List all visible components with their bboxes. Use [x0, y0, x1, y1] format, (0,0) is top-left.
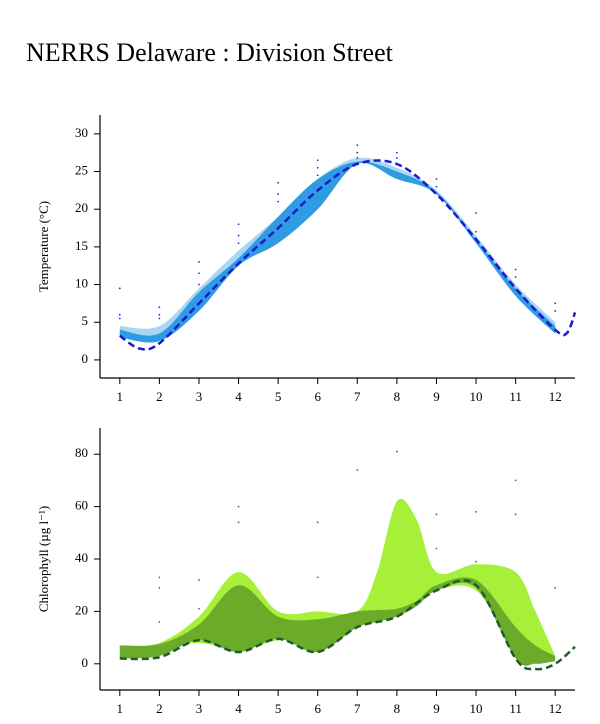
observation-point	[198, 261, 200, 263]
observation-point	[237, 521, 240, 524]
x-tick-label: 10	[470, 701, 483, 716]
band	[119, 577, 556, 666]
observation-point	[435, 547, 438, 550]
observation-point	[158, 620, 161, 623]
observation-point	[554, 310, 557, 312]
observation-point	[514, 268, 517, 271]
x-tick-label: 9	[433, 389, 440, 404]
observation-point	[395, 151, 398, 154]
x-tick-label: 9	[433, 701, 440, 716]
observation-point	[356, 144, 359, 147]
observation-point	[356, 151, 359, 154]
y-tick-label: 20	[75, 602, 88, 617]
x-tick-label: 12	[549, 701, 562, 716]
observation-point	[237, 234, 240, 237]
x-tick-label: 2	[156, 701, 163, 716]
x-tick-label: 1	[117, 389, 124, 404]
observation-point	[554, 302, 557, 305]
x-tick-label: 3	[196, 701, 203, 716]
observation-point	[316, 159, 319, 162]
observation-point	[356, 157, 359, 159]
y-tick-label: 0	[82, 351, 89, 366]
x-tick-label: 5	[275, 389, 282, 404]
observation-point	[316, 174, 319, 177]
observation-point	[475, 560, 477, 563]
y-axis-label: Chlorophyll (µg l⁻¹)	[36, 506, 51, 612]
x-tick-label: 3	[196, 389, 203, 404]
band	[119, 161, 556, 343]
observation-point	[356, 469, 359, 471]
x-tick-label: 11	[509, 389, 522, 404]
y-axis-label: Temperature (°C)	[36, 201, 51, 292]
observation-point	[277, 181, 280, 184]
page-title: NERRS Delaware : Division Street	[26, 38, 394, 67]
y-tick-label: 0	[82, 655, 89, 670]
x-tick-label: 4	[235, 389, 242, 404]
observation-point	[198, 579, 200, 581]
observation-point	[395, 163, 398, 165]
x-tick-label: 10	[470, 389, 483, 404]
x-tick-label: 12	[549, 389, 562, 404]
observation-point	[435, 513, 438, 516]
observation-point	[514, 276, 517, 278]
y-tick-label: 40	[75, 550, 88, 565]
x-tick-label: 8	[394, 701, 401, 716]
dashed-line	[119, 579, 576, 671]
x-tick-label: 8	[394, 389, 401, 404]
observation-point	[198, 607, 200, 610]
x-tick-label: 6	[314, 389, 321, 404]
observation-point	[475, 230, 477, 233]
observation-point	[277, 193, 280, 196]
x-tick-label: 7	[354, 389, 361, 404]
y-tick-label: 25	[75, 163, 88, 178]
observation-point	[435, 185, 438, 188]
observation-point	[554, 586, 557, 589]
observation-point	[316, 521, 319, 524]
observation-point	[158, 306, 161, 309]
x-tick-label: 5	[275, 701, 282, 716]
observation-point	[514, 513, 517, 516]
observation-point	[237, 242, 240, 245]
observation-point	[395, 157, 398, 159]
observation-point	[118, 287, 121, 290]
observation-point	[198, 283, 200, 286]
observation-point	[395, 450, 398, 453]
y-tick-label: 15	[75, 238, 88, 253]
observation-point	[277, 200, 280, 203]
observation-point	[158, 313, 161, 316]
observation-point	[198, 272, 200, 275]
observation-point	[475, 212, 477, 214]
observation-point	[118, 313, 121, 316]
observation-point	[118, 317, 121, 320]
x-tick-label: 11	[509, 701, 522, 716]
y-tick-label: 10	[75, 276, 88, 291]
observation-point	[158, 586, 161, 589]
x-tick-label: 2	[156, 389, 163, 404]
observation-point	[237, 223, 240, 226]
y-tick-label: 20	[75, 200, 88, 215]
y-tick-label: 80	[75, 445, 88, 460]
observation-point	[237, 505, 240, 508]
x-tick-label: 6	[314, 701, 321, 716]
x-tick-label: 4	[235, 701, 242, 716]
x-tick-label: 7	[354, 701, 361, 716]
observation-point	[158, 317, 161, 320]
y-tick-label: 30	[75, 125, 88, 140]
observation-point	[475, 510, 477, 513]
y-tick-label: 60	[75, 498, 88, 513]
observation-point	[316, 576, 319, 579]
y-tick-label: 5	[82, 313, 89, 328]
dashed-line	[119, 159, 577, 351]
observation-point	[158, 576, 161, 579]
x-tick-label: 1	[117, 701, 124, 716]
observation-point	[435, 178, 438, 180]
observation-point	[514, 479, 517, 482]
observation-point	[316, 166, 319, 169]
